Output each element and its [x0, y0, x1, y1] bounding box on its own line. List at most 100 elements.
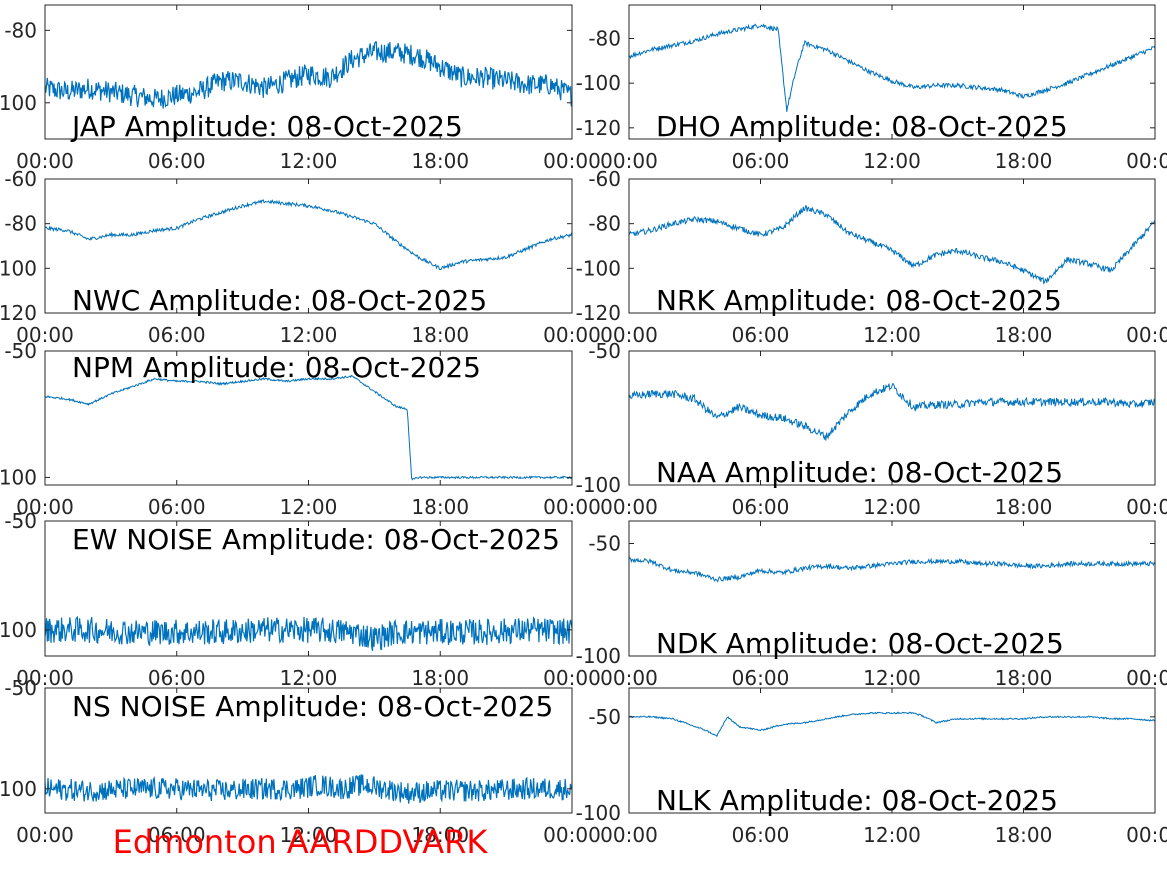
x-tick-label: 12:00 — [863, 666, 921, 690]
x-tick-label: 06:00 — [148, 495, 206, 519]
y-tick-label: -100 — [576, 801, 621, 825]
subplot-title: NPM Amplitude: 08-Oct-2025 — [72, 351, 481, 384]
series-trace-9-1 — [45, 774, 572, 804]
subplot-6: 00:00 06:00 12:00 18:00 00:00 -50 -100 NAA Ampl… — [576, 339, 1167, 519]
x-tick-label: 18:00 — [411, 149, 469, 173]
x-tick-label: 12:00 — [280, 149, 338, 173]
x-tick-label: 06:00 — [148, 323, 206, 347]
y-tick-label: -50 — [4, 676, 37, 700]
x-tick-label: 18:00 — [411, 823, 469, 847]
x-tick-label: 06:00 — [732, 323, 790, 347]
subplot-title: NWC Amplitude: 08-Oct-2025 — [72, 284, 487, 317]
subplot-4: 00:00 06:00 12:00 18:00 00:00 -60 -80 -100 -120 N… — [576, 167, 1167, 347]
x-tick-label: 12:00 — [280, 666, 338, 690]
x-tick-label: 00:00 — [600, 666, 658, 690]
series-trace-3-1 — [45, 199, 572, 271]
y-tick-label: -100 — [0, 91, 37, 115]
x-tick-label: 12:00 — [863, 823, 921, 847]
station-label: Edmonton AARDDVARK — [113, 823, 489, 861]
x-tick-label: 18:00 — [995, 323, 1053, 347]
x-tick-label: 12:00 — [280, 823, 338, 847]
x-tick-label: 00:00 — [1126, 823, 1167, 847]
x-tick-label: 12:00 — [863, 323, 921, 347]
series-trace-7-1 — [45, 615, 572, 652]
subplot-5: 00:00 06:00 12:00 18:00 00:00 -50 -100 NPM Ampl… — [0, 339, 601, 519]
x-tick-label: 12:00 — [863, 149, 921, 173]
x-tick-label: 00:00 — [16, 495, 74, 519]
y-tick-label: -80 — [4, 18, 37, 42]
subplot-9: 00:00 06:00 12:00 18:00 00:00 -50 -100 NS NOISE… — [0, 676, 601, 847]
subplot-10: 00:00 06:00 12:00 18:00 00:00 -50 -100 NLK Ampl… — [576, 687, 1167, 847]
subplot-title: DHO Amplitude: 08-Oct-2025 — [656, 110, 1068, 143]
x-tick-label: 06:00 — [148, 666, 206, 690]
x-tick-label: 06:00 — [732, 666, 790, 690]
subplot-8: 00:00 06:00 12:00 18:00 00:00 -50 -100 NDK Ampl… — [576, 520, 1167, 690]
subplot-title: NRK Amplitude: 08-Oct-2025 — [656, 284, 1062, 317]
x-tick-label: 00:00 — [600, 495, 658, 519]
series-trace-2-1 — [629, 23, 1155, 112]
y-tick-label: -120 — [576, 301, 621, 325]
subplot-title: EW NOISE Amplitude: 08-Oct-2025 — [72, 523, 560, 556]
x-tick-label: 00:00 — [543, 323, 601, 347]
x-tick-label: 00:00 — [1126, 666, 1167, 690]
x-tick-label: 18:00 — [995, 149, 1053, 173]
subplot-title: JAP Amplitude: 08-Oct-2025 — [70, 110, 463, 143]
subplot-title: NAA Amplitude: 08-Oct-2025 — [656, 456, 1063, 489]
x-tick-label: 00:00 — [16, 823, 74, 847]
x-tick-label: 00:00 — [16, 666, 74, 690]
series-trace-5-1 — [45, 374, 572, 481]
y-tick-label: -100 — [576, 644, 621, 668]
x-tick-label: 18:00 — [995, 823, 1053, 847]
y-tick-label: -50 — [588, 705, 621, 729]
x-tick-label: 06:00 — [732, 149, 790, 173]
x-tick-label: 12:00 — [863, 495, 921, 519]
subplot-title: NS NOISE Amplitude: 08-Oct-2025 — [72, 690, 553, 723]
y-tick-label: -120 — [0, 301, 37, 325]
subplot-3: 00:00 06:00 12:00 18:00 00:00 -60 -80 -100 -120 N… — [0, 167, 601, 347]
y-tick-label: -100 — [576, 71, 621, 95]
y-tick-label: -100 — [0, 465, 37, 489]
x-tick-label: 00:00 — [16, 149, 74, 173]
x-tick-label: 06:00 — [732, 823, 790, 847]
subplot-1: 00:00 06:00 12:00 18:00 00:00 -80 -100 JAP Ampl… — [0, 4, 601, 173]
y-tick-label: -100 — [0, 256, 37, 280]
y-tick-label: -50 — [4, 339, 37, 363]
x-tick-label: 18:00 — [411, 666, 469, 690]
x-tick-label: 00:00 — [1126, 149, 1167, 173]
y-tick-label: -50 — [4, 509, 37, 533]
subplot-title: NDK Amplitude: 08-Oct-2025 — [656, 627, 1064, 660]
x-tick-label: 06:00 — [148, 149, 206, 173]
x-tick-label: 00:00 — [543, 495, 601, 519]
x-tick-label: 00:00 — [600, 823, 658, 847]
y-tick-label: -60 — [4, 167, 37, 191]
series-trace-1-1 — [45, 41, 572, 109]
y-tick-label: -80 — [588, 27, 621, 51]
y-tick-label: -80 — [4, 212, 37, 236]
x-tick-label: 18:00 — [995, 666, 1053, 690]
x-tick-label: 18:00 — [411, 495, 469, 519]
x-tick-label: 06:00 — [148, 823, 206, 847]
x-tick-label: 00:00 — [543, 666, 601, 690]
y-tick-label: -60 — [588, 167, 621, 191]
y-tick-label: -100 — [0, 777, 37, 801]
x-tick-label: 00:00 — [600, 323, 658, 347]
y-tick-label: -120 — [576, 116, 621, 140]
y-tick-label: -100 — [576, 473, 621, 497]
x-tick-label: 06:00 — [732, 495, 790, 519]
x-tick-label: 00:00 — [543, 149, 601, 173]
series-trace-10-1 — [629, 711, 1155, 738]
x-tick-label: 00:00 — [1126, 495, 1167, 519]
subplot-title: NLK Amplitude: 08-Oct-2025 — [656, 784, 1058, 817]
x-tick-label: 00:00 — [16, 323, 74, 347]
x-tick-label: 12:00 — [280, 495, 338, 519]
series-trace-4-1 — [629, 205, 1155, 285]
x-tick-label: 18:00 — [995, 495, 1053, 519]
y-tick-label: -100 — [576, 256, 621, 280]
subplot-2: 00:00 06:00 12:00 18:00 00:00 -80 -100 -120 DHO … — [576, 4, 1167, 173]
series-trace-6-1 — [629, 382, 1155, 441]
subplot-7: 00:00 06:00 12:00 18:00 00:00 -50 -100 EW NOISE… — [0, 509, 601, 690]
x-tick-label: 18:00 — [411, 323, 469, 347]
y-tick-label: -50 — [588, 339, 621, 363]
